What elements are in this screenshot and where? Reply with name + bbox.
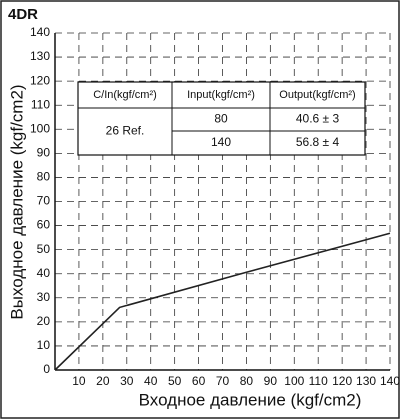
x-tick-label: 80 [240, 374, 254, 388]
y-tick-label: 10 [37, 338, 51, 352]
x-tick-label: 130 [356, 374, 376, 388]
y-tick-label: 0 [43, 362, 50, 376]
x-tick-label: 100 [284, 374, 304, 388]
y-tick-label: 70 [37, 194, 51, 208]
y-tick-label: 130 [30, 49, 50, 63]
y-tick-label: 120 [30, 73, 50, 87]
table-box [77, 81, 366, 156]
x-tick-label: 90 [264, 374, 278, 388]
y-tick-label: 90 [37, 146, 51, 160]
table-header: C/In(kgf/cm²) [93, 89, 157, 101]
y-tick-label: 50 [37, 242, 51, 256]
x-tick-label: 10 [72, 374, 86, 388]
x-tick-label: 50 [168, 374, 182, 388]
x-tick-label: 30 [120, 374, 134, 388]
y-axis-label: Выходное давление (kgf/cm2) [7, 84, 26, 319]
data-line [54, 232, 391, 371]
y-tick-label: 40 [37, 266, 51, 280]
x-tick-label: 140 [380, 374, 400, 388]
y-tick-label: 140 [30, 25, 50, 39]
y-tick-label: 80 [37, 170, 51, 184]
y-tick-label: 30 [37, 290, 51, 304]
chart-title: 4DR [8, 6, 38, 23]
table-header: Output(kgf/cm²) [279, 89, 355, 101]
x-axis-label: Входное давление (kgf/cm2) [139, 390, 362, 409]
y-tick-label: 20 [37, 314, 51, 328]
x-tick-label: 70 [216, 374, 230, 388]
x-tick-label: 120 [332, 374, 352, 388]
table-cell: 56.8 ± 4 [296, 135, 340, 149]
x-tick-label: 110 [309, 374, 328, 388]
table-cell: 40.6 ± 3 [296, 112, 340, 126]
x-tick-label: 60 [192, 374, 206, 388]
y-tick-label: 110 [31, 97, 50, 111]
y-tick-label: 100 [30, 121, 50, 135]
table-header: Input(kgf/cm²) [187, 89, 255, 101]
x-tick-label: 40 [144, 374, 158, 388]
table-cell: 26 Ref. [106, 124, 145, 138]
y-tick-label: 60 [37, 218, 51, 232]
table-cell: 80 [214, 112, 228, 126]
x-tick-label: 20 [96, 374, 110, 388]
table-cell: 140 [211, 135, 231, 149]
